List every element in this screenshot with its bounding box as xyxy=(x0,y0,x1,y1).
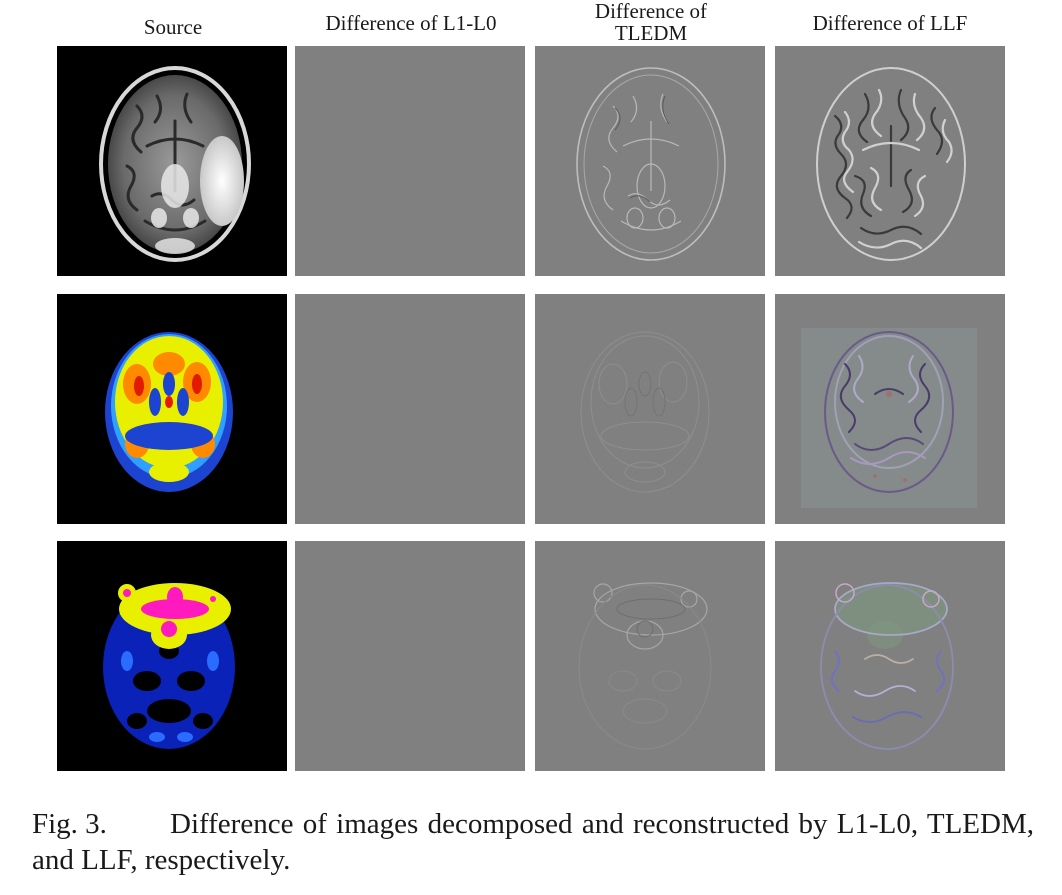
difference-l1l0-spect xyxy=(295,541,525,771)
column-header-llf: Difference of LLF xyxy=(812,11,968,35)
difference-tledm-pet xyxy=(535,294,765,524)
source-image-pet xyxy=(57,294,287,524)
source-image-spect xyxy=(57,541,287,771)
difference-llf-pet xyxy=(775,294,1005,524)
difference-l1l0-pet xyxy=(295,294,525,524)
column-header-tledm-line1: Difference of xyxy=(594,0,708,23)
figure-caption: Fig. 3. Difference of images decomposed a… xyxy=(32,806,1034,878)
column-header-tledm: Difference of TLEDM xyxy=(535,0,767,44)
figure-label: Fig. 3. xyxy=(32,808,107,840)
figure-caption-text: Difference of images decomposed and reco… xyxy=(32,808,1034,876)
difference-llf-mri xyxy=(775,46,1005,276)
column-header-l1l0: Difference of L1-L0 xyxy=(325,11,497,35)
column-header-tledm-line2: TLEDM xyxy=(614,21,688,45)
difference-tledm-spect xyxy=(535,541,765,771)
source-image-mri xyxy=(57,46,287,276)
column-header-source: Source xyxy=(143,15,203,39)
difference-llf-spect xyxy=(775,541,1005,771)
difference-l1l0-mri xyxy=(295,46,525,276)
difference-tledm-mri xyxy=(535,46,765,276)
